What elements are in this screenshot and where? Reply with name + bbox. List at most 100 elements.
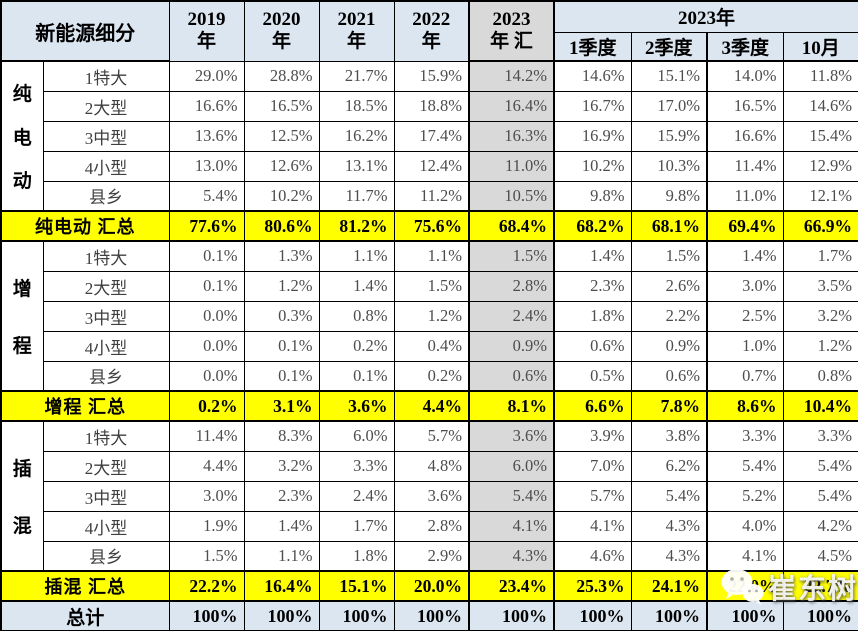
cell: 12.6%	[243, 150, 320, 182]
cell: 11.4%	[706, 150, 784, 182]
cell: 16.6%	[168, 90, 245, 122]
table-row: 4小型 1.9% 1.4% 1.7% 2.8% 4.1% 4.1% 4.3% 4.0% 4.2%	[1, 510, 858, 542]
summary-row: 插混 汇总 22.2% 16.4% 15.1% 20.0% 23.4% 25.3% 24.1%…	[0, 570, 858, 602]
cell: 4.6%	[553, 540, 632, 572]
cell: 68.4%	[468, 210, 555, 242]
row-label: 1特大	[42, 420, 170, 452]
cell: 0.9%	[630, 330, 708, 362]
cell: 11.7%	[318, 180, 395, 212]
cell: 100%	[243, 600, 320, 631]
cell: 0.2%	[318, 330, 395, 362]
row-label: 3中型	[42, 120, 170, 152]
cell: 3.8%	[630, 420, 708, 452]
cell: 16.6%	[706, 120, 784, 152]
col-header-2022: 2022 年	[393, 0, 470, 62]
cell: 11.0%	[468, 150, 555, 182]
cell: 1.8%	[553, 300, 632, 332]
cell: 4.5%	[782, 540, 858, 572]
cell: 100%	[553, 600, 632, 631]
corner-header: 新能源细分	[0, 0, 170, 62]
cell: 1.5%	[393, 270, 470, 302]
total-label: 总计	[0, 600, 170, 631]
cell: 10.5%	[468, 180, 555, 212]
cell: 2.8%	[393, 510, 470, 542]
cell: 0.8%	[782, 360, 858, 392]
table-body: 纯电动 1特大 29.0% 28.8% 21.7% 15.9% 14.2% 14.6% 15.1…	[0, 60, 858, 631]
cell: 1.0%	[706, 330, 784, 362]
cell: 2.3%	[243, 480, 320, 512]
row-label: 4小型	[42, 510, 170, 542]
cell: 1.1%	[318, 240, 395, 272]
cell: 14.0%	[706, 60, 784, 92]
cell: 4.8%	[393, 450, 470, 482]
table-row: 县乡 5.4% 10.2% 11.7% 11.2% 10.5% 9.8% 9.8% 11.0% 1…	[1, 180, 858, 212]
col-header-q2: 2季度	[630, 31, 708, 62]
cell: 1.1%	[393, 240, 470, 272]
cell: 100%	[168, 600, 245, 631]
cell: 13.0%	[168, 150, 245, 182]
row-label: 1特大	[42, 240, 170, 272]
cell: 0.4%	[393, 330, 470, 362]
cell: 20.0%	[393, 570, 470, 602]
group-label: 纯电动	[0, 60, 44, 212]
cell: 0.1%	[243, 360, 320, 392]
cell: 11.0%	[706, 180, 784, 212]
cell: 3.6%	[393, 480, 470, 512]
cell: 1.4%	[318, 270, 395, 302]
cell: 2.9%	[393, 540, 470, 572]
cell: 15.9%	[393, 60, 470, 92]
cell: 16.4%	[243, 570, 320, 602]
cell: 5.7%	[393, 420, 470, 452]
cell: 18.5%	[318, 90, 395, 122]
cell: 2.8%	[468, 270, 555, 302]
total-row: 总计 100% 100% 100% 100% 100% 100% 100% 100% 100%	[0, 600, 858, 631]
row-label: 2大型	[42, 270, 170, 302]
group-label: 插混	[0, 420, 44, 572]
cell: 9.8%	[630, 180, 708, 212]
cell: 10.2%	[243, 180, 320, 212]
summary-row: 增程 汇总 0.2% 3.1% 3.6% 4.4% 8.1% 6.6% 7.8% 8.6% 10.…	[0, 390, 858, 422]
row-label: 2大型	[42, 90, 170, 122]
cell: 1.5%	[168, 540, 245, 572]
cell: 13.1%	[318, 150, 395, 182]
cell: 0.0%	[168, 300, 245, 332]
row-label: 3中型	[42, 300, 170, 332]
cell: 16.2%	[318, 120, 395, 152]
cell: 1.3%	[243, 240, 320, 272]
cell: 4.3%	[630, 540, 708, 572]
cell: 16.9%	[553, 120, 632, 152]
cell: 3.6%	[318, 390, 395, 422]
cell: 4.0%	[706, 510, 784, 542]
col-header-q3: 3季度	[706, 31, 784, 62]
cell: 1.5%	[468, 240, 555, 272]
table-row: 县乡 0.0% 0.1% 0.1% 0.2% 0.6% 0.5% 0.6% 0.7% 0.8%	[1, 360, 858, 392]
cell: 1.2%	[393, 300, 470, 332]
cell: 100%	[630, 600, 708, 631]
cell: 0.2%	[168, 390, 245, 422]
cell: 77.6%	[168, 210, 245, 242]
col-header-2021: 2021 年	[318, 0, 395, 62]
cell: 3.5%	[782, 270, 858, 302]
cell: 3.2%	[782, 300, 858, 332]
cell: 100%	[468, 600, 555, 631]
header-row-2: 1季度 2季度 3季度 10月	[1, 31, 858, 62]
cell: 81.2%	[318, 210, 395, 242]
cell: 1.4%	[706, 240, 784, 272]
col-header-2023-ytd: 2023 年 汇	[468, 0, 555, 62]
cell: 2.3%	[553, 270, 632, 302]
cell: 15.4%	[782, 120, 858, 152]
table-row: 增程 1特大 0.1% 1.3% 1.1% 1.1% 1.5% 1.4% 1.5% 1.4% 1.7…	[0, 240, 858, 392]
cell: 25.3%	[553, 570, 632, 602]
cell: 12.5%	[243, 120, 320, 152]
cell: 16.7%	[553, 90, 632, 122]
cell: 28.8%	[243, 60, 320, 92]
table-row: 2大型 0.1% 1.2% 1.4% 1.5% 2.8% 2.3% 2.6% 3.0% 3.5%	[1, 270, 858, 302]
cell: 66.9%	[782, 210, 858, 242]
cell: 0.6%	[468, 360, 555, 392]
cell: 0.8%	[318, 300, 395, 332]
cell: 0.9%	[468, 330, 555, 362]
cell: 100%	[393, 600, 470, 631]
cell: 16.4%	[468, 90, 555, 122]
cell: 2.4%	[318, 480, 395, 512]
